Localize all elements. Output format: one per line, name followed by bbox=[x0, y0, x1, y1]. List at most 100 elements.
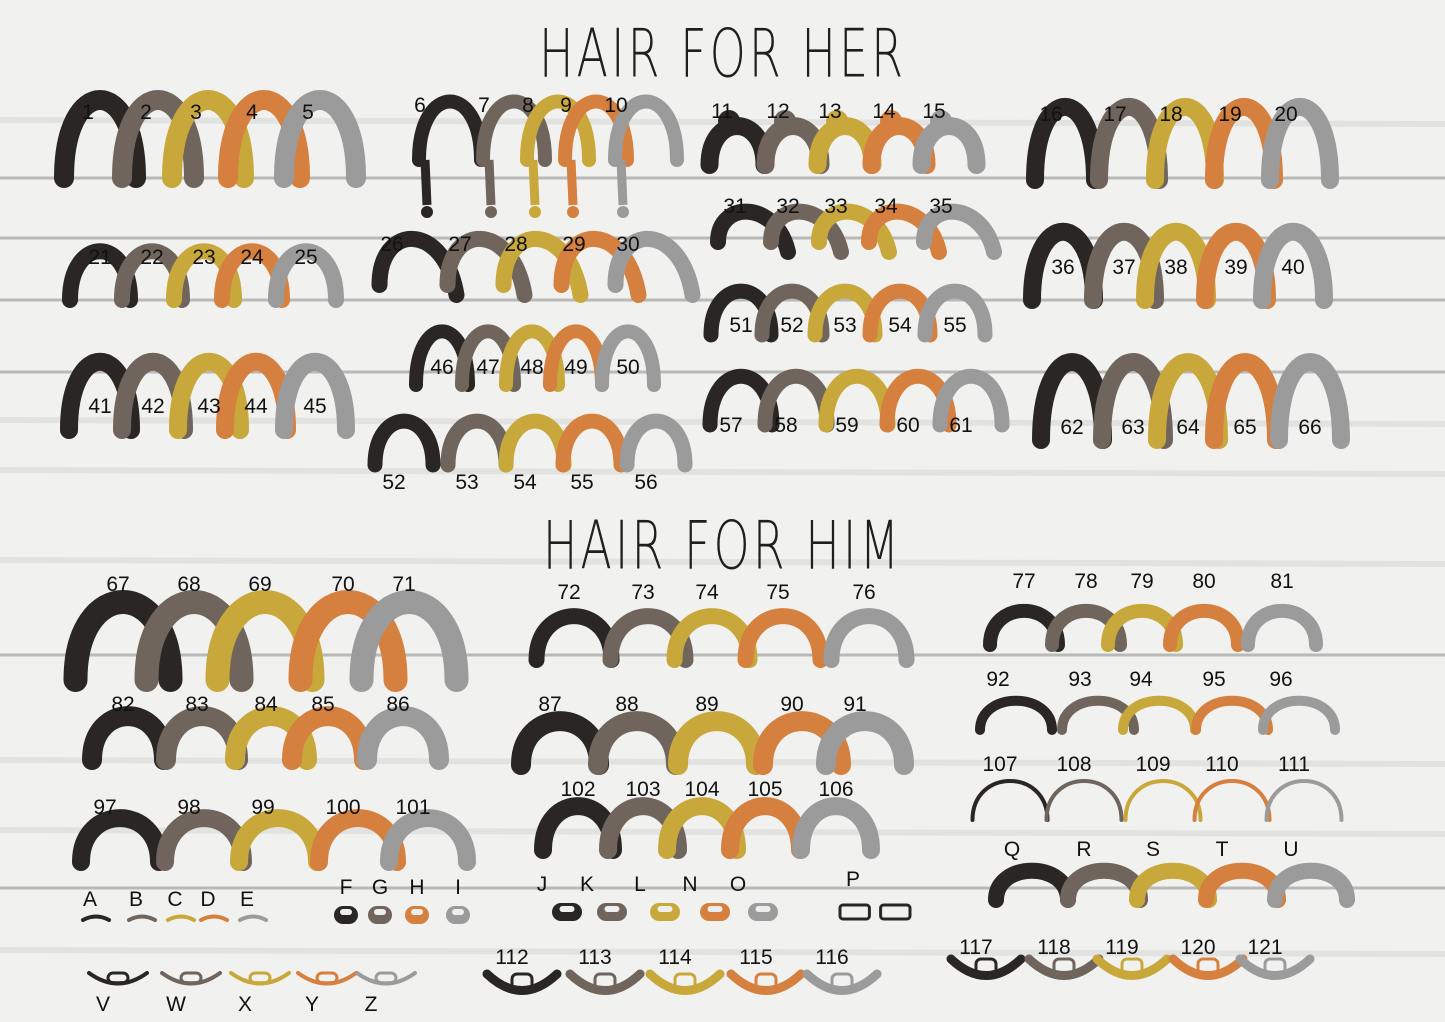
style-number-label: 68 bbox=[177, 573, 201, 596]
style-number-label: 50 bbox=[616, 356, 640, 379]
style-number-label: Z bbox=[364, 993, 378, 1016]
style-swatch-6 bbox=[412, 94, 488, 167]
braid bbox=[420, 159, 432, 206]
style-number-label: 48 bbox=[520, 356, 544, 379]
style-number-label: 90 bbox=[780, 693, 804, 716]
style-number-label: N bbox=[682, 873, 698, 896]
hair-group-107-111 bbox=[970, 779, 1344, 822]
style-number-label: 59 bbox=[835, 414, 859, 437]
style-number-label: 85 bbox=[311, 693, 335, 716]
hair-group-J-O bbox=[552, 903, 778, 921]
style-number-label: E bbox=[239, 888, 255, 911]
style-number-label: 5 bbox=[302, 101, 314, 124]
style-number-label: T bbox=[1215, 838, 1229, 861]
style-number-label: O bbox=[729, 873, 747, 896]
hair-group-87-91 bbox=[511, 711, 914, 775]
style-swatch-29 bbox=[553, 230, 647, 303]
style-number-label: 82 bbox=[111, 693, 135, 716]
style-number-label: K bbox=[579, 873, 595, 896]
style-number-label: 29 bbox=[562, 233, 586, 256]
mouth-outline bbox=[374, 971, 398, 985]
wood-grain bbox=[0, 947, 1445, 957]
mouth-outline bbox=[830, 972, 854, 991]
style-swatch-43 bbox=[169, 352, 249, 439]
hair-group-52-56 bbox=[367, 413, 693, 473]
style-number-label: 115 bbox=[739, 946, 773, 969]
style-swatch-86 bbox=[357, 706, 449, 770]
style-number-label: 110 bbox=[1205, 753, 1239, 776]
style-number-label: 75 bbox=[766, 581, 790, 604]
braid-tie bbox=[421, 206, 433, 218]
style-number-label: 86 bbox=[386, 693, 410, 716]
style-number-label: B bbox=[128, 888, 144, 911]
hair-group-16-20 bbox=[1026, 98, 1339, 189]
style-number-label: 21 bbox=[88, 246, 112, 269]
style-number-label: 80 bbox=[1192, 570, 1216, 593]
style-number-label: 120 bbox=[1180, 936, 1216, 959]
style-number-label: 6 bbox=[414, 94, 426, 117]
style-number-label: 28 bbox=[504, 233, 528, 256]
style-number-label: 117 bbox=[959, 936, 993, 959]
style-number-label: Q bbox=[1003, 838, 1021, 861]
hair-group-Q-U bbox=[988, 862, 1355, 908]
style-swatch-92 bbox=[975, 695, 1057, 735]
braid bbox=[528, 159, 540, 206]
style-number-label: 67 bbox=[106, 573, 130, 596]
style-number-label: 62 bbox=[1060, 416, 1084, 439]
hair-group-6-10 bbox=[412, 94, 684, 218]
style-number-label: 25 bbox=[294, 246, 318, 269]
style-swatch-A bbox=[81, 914, 111, 922]
style-number-label: 81 bbox=[1270, 570, 1294, 593]
style-number-label: 77 bbox=[1012, 570, 1036, 593]
style-swatch-97 bbox=[72, 809, 168, 871]
mouth-outline bbox=[1196, 957, 1220, 976]
style-number-label: 88 bbox=[615, 693, 639, 716]
braid-tie bbox=[485, 206, 497, 218]
style-number-label: 23 bbox=[192, 246, 216, 269]
style-number-label: 66 bbox=[1298, 416, 1322, 439]
style-number-label: 97 bbox=[93, 796, 117, 819]
mouth-outline bbox=[179, 971, 203, 985]
style-swatch-67 bbox=[63, 590, 183, 692]
style-swatch-54 bbox=[498, 413, 572, 473]
style-swatch-66 bbox=[1270, 353, 1350, 449]
hair-group-31-35 bbox=[710, 203, 1002, 260]
style-swatch-76 bbox=[823, 608, 915, 668]
style-swatch-110 bbox=[1192, 779, 1272, 822]
style-swatch-33 bbox=[811, 203, 897, 260]
style-number-label: A bbox=[82, 888, 98, 911]
style-number-label: 56 bbox=[634, 471, 658, 494]
style-number-label: 119 bbox=[1105, 936, 1139, 959]
style-number-label: 89 bbox=[695, 693, 719, 716]
hair-group-26-30 bbox=[371, 230, 701, 303]
style-number-label: 45 bbox=[303, 395, 327, 418]
braid-tie bbox=[617, 206, 629, 218]
braid bbox=[616, 159, 628, 206]
style-number-label: 55 bbox=[943, 314, 967, 337]
style-number-label: 105 bbox=[747, 778, 783, 801]
style-number-label: Y bbox=[304, 993, 320, 1016]
style-number-label: 15 bbox=[922, 100, 946, 123]
style-swatch-31 bbox=[710, 203, 796, 260]
style-number-label: 96 bbox=[1269, 668, 1293, 691]
style-number-label: 20 bbox=[1274, 103, 1298, 126]
braid bbox=[484, 159, 496, 206]
style-swatch-25 bbox=[268, 243, 344, 308]
style-number-label: 2 bbox=[140, 101, 152, 124]
hair-group-11-15 bbox=[700, 110, 986, 174]
bun bbox=[826, 110, 848, 132]
style-number-label: W bbox=[166, 993, 186, 1016]
style-number-label: 51 bbox=[729, 314, 753, 337]
style-number-label: 34 bbox=[874, 195, 898, 218]
style-number-label: R bbox=[1076, 838, 1092, 861]
hair-group-P-P bbox=[838, 903, 912, 921]
style-swatch-S bbox=[1129, 862, 1217, 908]
style-number-label: 43 bbox=[197, 395, 221, 418]
style-number-label: 114 bbox=[658, 946, 692, 969]
style-number-label: 103 bbox=[625, 778, 661, 801]
hair-group-A-E bbox=[81, 914, 268, 922]
style-swatch-80 bbox=[1163, 604, 1245, 652]
style-swatch-53 bbox=[440, 413, 514, 473]
style-number-label: 44 bbox=[244, 395, 268, 418]
bun bbox=[774, 110, 796, 132]
